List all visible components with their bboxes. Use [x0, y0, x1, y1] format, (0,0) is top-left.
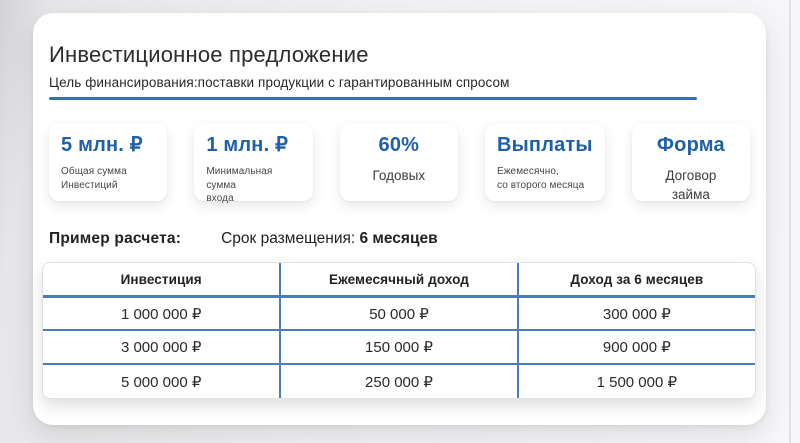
card-caption: Минимальная сумма входа: [206, 165, 300, 205]
caption-line: со второго месяца: [496, 179, 585, 191]
cell-monthly-income: 50 000 ₽: [279, 296, 518, 331]
page-title: Инвестиционное предложение: [49, 42, 369, 67]
caption-line: Минимальная сумма: [206, 166, 273, 191]
card-heading: Форма: [656, 134, 725, 157]
col-header-monthly-income: Ежемесячный доход: [279, 263, 518, 298]
calculation-table: Инвестиция Ежемесячный доход Доход за 6 …: [42, 262, 756, 400]
cell-monthly-income: 150 000 ₽: [279, 329, 518, 365]
caption-line: Договор: [665, 168, 717, 184]
caption-line: займа: [671, 186, 710, 202]
window-edge-divider: [789, 0, 791, 443]
cell-monthly-income: 250 000 ₽: [279, 363, 518, 399]
cell-six-month-income: 1 500 000 ₽: [516, 363, 755, 399]
placement-term-value: 6 месяцев: [359, 230, 438, 248]
example-label: Пример расчета:: [49, 230, 182, 248]
caption-line: Ежемесячно,: [496, 166, 559, 178]
placement-term: Срок размещения: 6 месяцев: [221, 230, 438, 248]
financing-goal-subtitle: Цель финансирования:поставки продукции с…: [49, 75, 510, 91]
placement-term-label: Срок размещения:: [221, 230, 356, 248]
col-header-six-month-income: Доход за 6 месяцев: [516, 263, 755, 298]
caption-line: входа: [206, 192, 234, 204]
card-payouts: Выплаты Ежемесячно, со второго месяца: [484, 124, 605, 202]
title-underline: [49, 97, 697, 101]
caption-line: Годовых: [372, 168, 426, 184]
card-min-entry: 1 млн. ₽ Минимальная сумма входа: [194, 124, 313, 204]
card-caption: Годовых: [352, 167, 446, 185]
card-heading: 5 млн. ₽: [61, 134, 143, 157]
card-annual-rate: 60% Годовых: [339, 124, 458, 202]
card-caption: Общая сумма Инвестиций: [61, 165, 155, 191]
card-heading: 60%: [378, 134, 420, 157]
card-caption: Договор займа: [644, 167, 738, 203]
cell-six-month-income: 900 000 ₽: [516, 329, 755, 365]
table-row: 1 000 000 ₽ 50 000 ₽ 300 000 ₽: [43, 296, 755, 331]
table-header-row: Инвестиция Ежемесячный доход Доход за 6 …: [43, 263, 755, 298]
table-row: 5 000 000 ₽ 250 000 ₽ 1 500 000 ₽: [43, 363, 755, 399]
card-caption: Ежемесячно, со второго месяца: [497, 165, 593, 191]
card-heading: 1 млн. ₽: [206, 134, 289, 157]
card-total-investment: 5 млн. ₽ Общая сумма Инвестиций: [49, 124, 168, 202]
slide-card: Инвестиционное предложение Цель финансир…: [33, 13, 766, 425]
table-row: 3 000 000 ₽ 150 000 ₽ 900 000 ₽: [43, 329, 755, 365]
caption-line: Инвестиций: [61, 179, 118, 191]
calculation-example-row: Пример расчета: Срок размещения: 6 месяц…: [49, 230, 750, 248]
metrics-row: 5 млн. ₽ Общая сумма Инвестиций 1 млн. ₽…: [49, 124, 751, 204]
cell-investment: 5 000 000 ₽: [43, 363, 281, 399]
cell-six-month-income: 300 000 ₽: [516, 296, 755, 331]
col-header-investment: Инвестиция: [43, 263, 281, 298]
cell-investment: 3 000 000 ₽: [43, 329, 281, 365]
cell-investment: 1 000 000 ₽: [120, 305, 202, 323]
card-heading: Выплаты: [496, 134, 593, 157]
caption-line: Общая сумма: [61, 166, 127, 178]
card-loan-form: Форма Договор займа: [631, 124, 751, 203]
